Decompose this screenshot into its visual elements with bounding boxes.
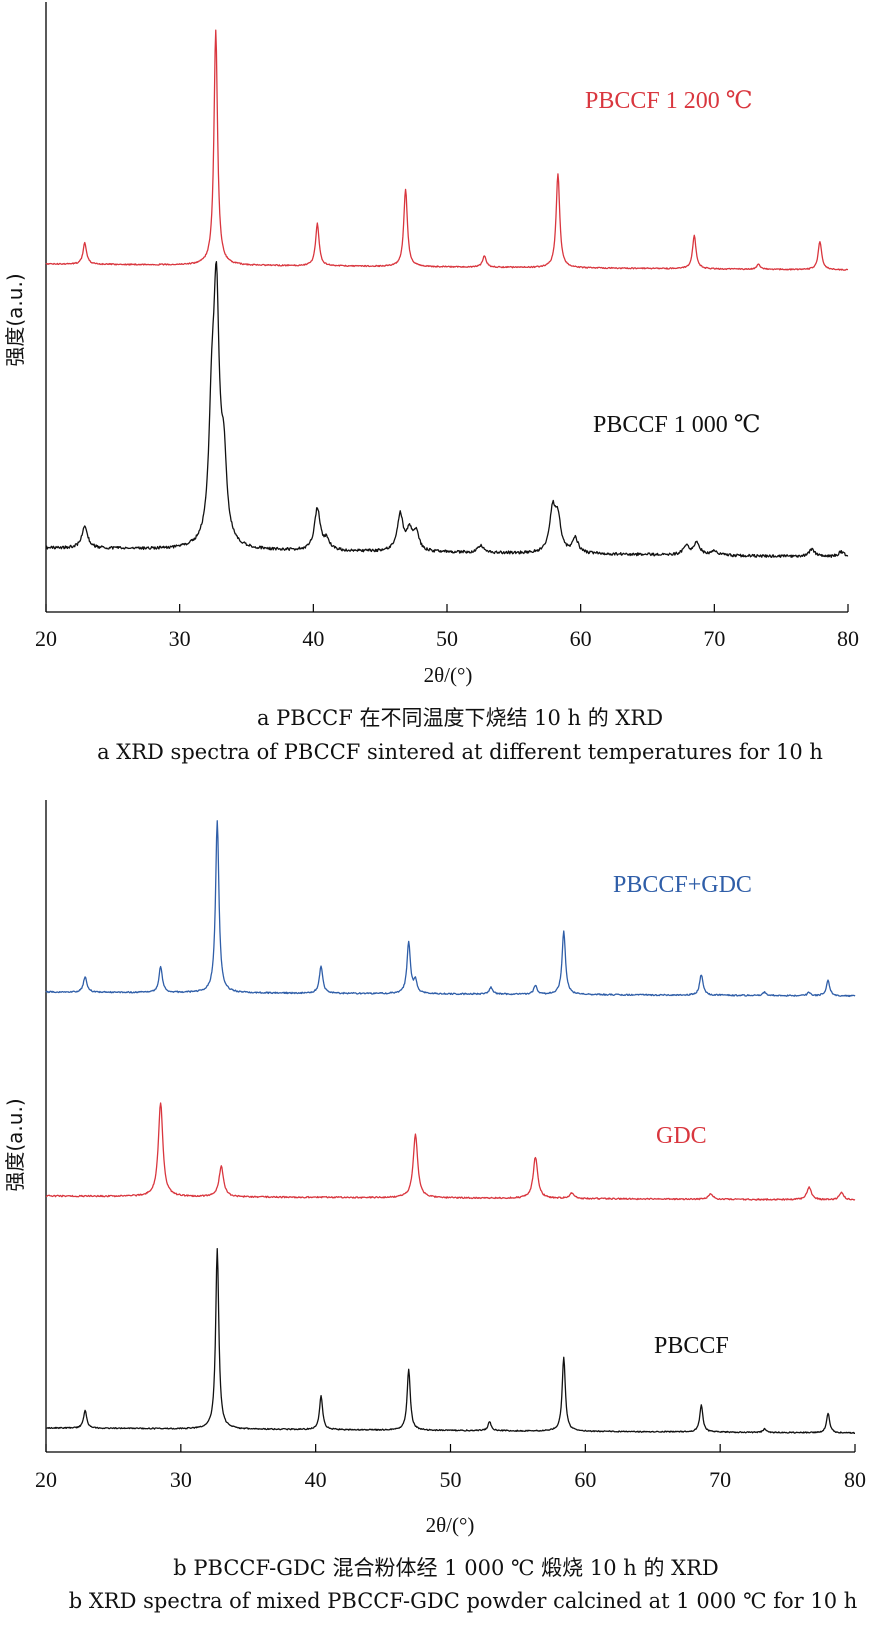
panel-b-chart: 20 30 40 50 60 70 80 PBCCF+GDC GDC PBCCF 强度(a.… bbox=[3, 800, 866, 1613]
x-tick-label: 50 bbox=[440, 1467, 462, 1492]
panel-b-series-label-pbccf-gdc: PBCCF+GDC bbox=[613, 872, 752, 898]
x-tick-label: 70 bbox=[709, 1467, 731, 1492]
series-line-pbccf-gdc bbox=[45, 820, 856, 998]
panel-b-caption-cn: b PBCCF-GDC 混合粉体经 1 000 ℃ 煅烧 10 h 的 XRD bbox=[173, 1556, 718, 1580]
x-tick-label: 20 bbox=[35, 1467, 57, 1492]
panel-a-series-label-1200: PBCCF 1 200 ℃ bbox=[585, 88, 753, 114]
panel-a-caption-en: a XRD spectra of PBCCF sintered at diffe… bbox=[97, 740, 823, 764]
x-tick-label: 40 bbox=[302, 626, 324, 651]
panel-a-x-ticks: 20 30 40 50 60 70 80 bbox=[35, 604, 859, 651]
x-tick-label: 60 bbox=[574, 1467, 596, 1492]
panel-a-series bbox=[45, 29, 849, 558]
panel-b-series-label-gdc: GDC bbox=[656, 1123, 707, 1149]
panel-a-series-label-1000: PBCCF 1 000 ℃ bbox=[593, 412, 761, 438]
panel-a-x-axis-label: 2θ/(°) bbox=[424, 663, 473, 687]
x-tick-label: 40 bbox=[305, 1467, 327, 1492]
x-tick-label: 20 bbox=[35, 626, 57, 651]
panel-b-series-label-pbccf: PBCCF bbox=[654, 1333, 729, 1359]
panel-b-y-axis-label: 强度(a.u.) bbox=[3, 1098, 27, 1191]
x-tick-label: 70 bbox=[703, 626, 725, 651]
x-tick-label: 80 bbox=[837, 626, 859, 651]
panel-a-y-axis-label: 强度(a.u.) bbox=[3, 273, 27, 366]
x-tick-label: 30 bbox=[169, 626, 191, 651]
panel-a-chart: 20 30 40 50 60 70 80 PBCCF 1 200 ℃ PBCCF 1 000… bbox=[3, 2, 859, 764]
panel-b-caption-en: b XRD spectra of mixed PBCCF-GDC powder … bbox=[69, 1589, 858, 1613]
x-tick-label: 60 bbox=[570, 626, 592, 651]
series-line-gdc bbox=[45, 1102, 856, 1201]
x-tick-label: 50 bbox=[436, 626, 458, 651]
x-tick-label: 80 bbox=[844, 1467, 866, 1492]
panel-a-caption-cn: a PBCCF 在不同温度下烧结 10 h 的 XRD bbox=[257, 706, 663, 730]
series-line-pbccf bbox=[45, 1247, 855, 1435]
panel-b-x-ticks: 20 30 40 50 60 70 80 bbox=[35, 1444, 866, 1492]
panel-b-x-axis-label: 2θ/(°) bbox=[426, 1513, 475, 1537]
panel-b-series bbox=[45, 820, 856, 1435]
x-tick-label: 30 bbox=[170, 1467, 192, 1492]
series-line-pbccf-1-000- bbox=[45, 260, 849, 558]
series-line-pbccf-1-200- bbox=[45, 29, 849, 271]
